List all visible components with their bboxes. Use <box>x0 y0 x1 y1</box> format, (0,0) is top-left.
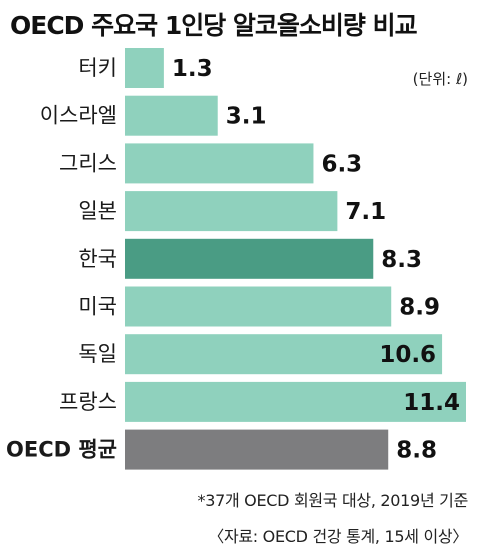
bar <box>125 238 374 279</box>
value-label: 6.3 <box>321 151 362 177</box>
category-label: 한국 <box>78 247 117 271</box>
chart-title: OECD 주요국 1인당 알코올소비량 비교 <box>10 11 418 40</box>
bar-row: OECD 평균 8.8 <box>6 429 437 470</box>
value-label: 8.3 <box>381 247 422 273</box>
bar-row: 터키 1.3 <box>78 48 213 88</box>
category-label: 프랑스 <box>59 390 117 414</box>
bar-chart: 터키 1.3 이스라엘 3.1 그리스 6.3 일본 7.1 한국 8.3 미국 8.9 독일 10.6 프… <box>6 48 466 470</box>
bar <box>125 381 466 422</box>
value-label: 8.8 <box>396 438 437 464</box>
bar <box>125 95 218 136</box>
bar <box>125 334 443 375</box>
bar <box>125 143 314 184</box>
bar-row: 한국 8.3 <box>78 238 422 279</box>
category-label: 이스라엘 <box>40 104 117 128</box>
category-label: 그리스 <box>59 151 117 175</box>
bar <box>125 286 392 327</box>
bar-row: 프랑스 11.4 <box>59 381 466 422</box>
value-label: 7.1 <box>345 199 386 225</box>
bar-row: 독일 10.6 <box>78 334 443 375</box>
value-label: 8.9 <box>399 295 440 321</box>
footnote: *37개 OECD 회원국 대상, 2019년 기준 <box>197 491 469 510</box>
value-label: 10.6 <box>379 342 436 368</box>
bar-row: 이스라엘 3.1 <box>40 95 267 136</box>
bar <box>125 429 389 470</box>
category-label: OECD 평균 <box>6 438 117 462</box>
category-label: 일본 <box>78 199 117 223</box>
value-label: 11.4 <box>403 390 460 416</box>
bar <box>125 48 164 88</box>
value-label: 1.3 <box>172 56 213 82</box>
category-label: 독일 <box>78 342 117 366</box>
bar-row: 그리스 6.3 <box>59 143 362 184</box>
unit-label: (단위: ℓ) <box>412 70 468 88</box>
category-label: 터키 <box>78 56 117 80</box>
bar-row: 일본 7.1 <box>78 191 386 232</box>
bar-row: 미국 8.9 <box>78 286 440 327</box>
bar <box>125 191 338 232</box>
value-label: 3.1 <box>226 104 267 130</box>
source-note: 〈자료: OECD 건강 통계, 15세 이상〉 <box>208 527 468 546</box>
category-label: 미국 <box>78 295 117 319</box>
